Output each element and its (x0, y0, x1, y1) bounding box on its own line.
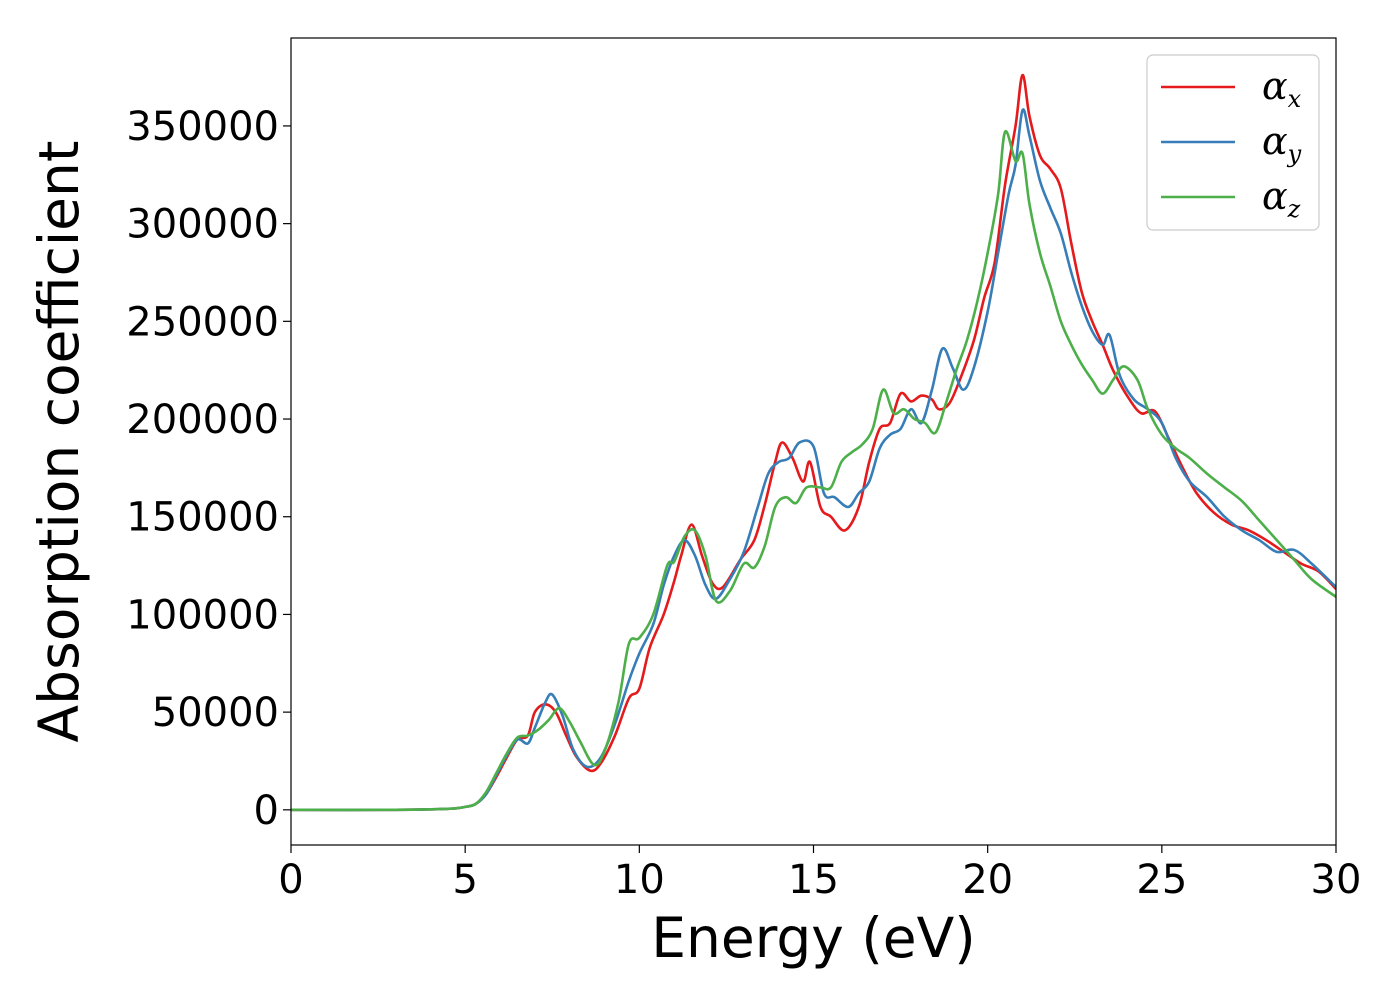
y-axis-label: Absorption coefficient (27, 141, 91, 743)
x-tick-label: 0 (278, 857, 303, 903)
x-tick-label: 30 (1311, 857, 1362, 903)
y-tick-label: 0 (254, 788, 279, 834)
x-axis-label: Energy (eV) (651, 906, 975, 970)
legend-label-y: αy (1262, 119, 1302, 168)
y-tick-label: 50000 (152, 690, 279, 736)
y-tick-label: 250000 (126, 299, 279, 345)
series-line-z (291, 130, 1336, 812)
y-tick-label: 100000 (126, 592, 279, 638)
y-tick-label: 200000 (126, 397, 279, 443)
x-tick-label: 5 (452, 857, 477, 903)
y-tick-label: 350000 (126, 104, 279, 150)
y-tick-label: 150000 (126, 495, 279, 541)
legend-label-x: αx (1262, 64, 1302, 113)
series-layer (291, 73, 1336, 812)
series-line-x (291, 73, 1336, 812)
x-tick-label: 15 (788, 857, 839, 903)
series-line-y (291, 108, 1336, 812)
legend: αx αy αz (1146, 54, 1320, 231)
x-tick-label: 25 (1136, 857, 1187, 903)
y-axis-ticks: 0 50000 100000 150000 200000 250000 300000 3500… (126, 104, 291, 834)
y-tick-label: 300000 (126, 202, 279, 248)
legend-label-z: αz (1262, 174, 1301, 223)
x-axis-ticks: 0 5 10 15 20 25 30 (278, 845, 1361, 903)
x-tick-label: 20 (962, 857, 1013, 903)
x-tick-label: 10 (614, 857, 665, 903)
